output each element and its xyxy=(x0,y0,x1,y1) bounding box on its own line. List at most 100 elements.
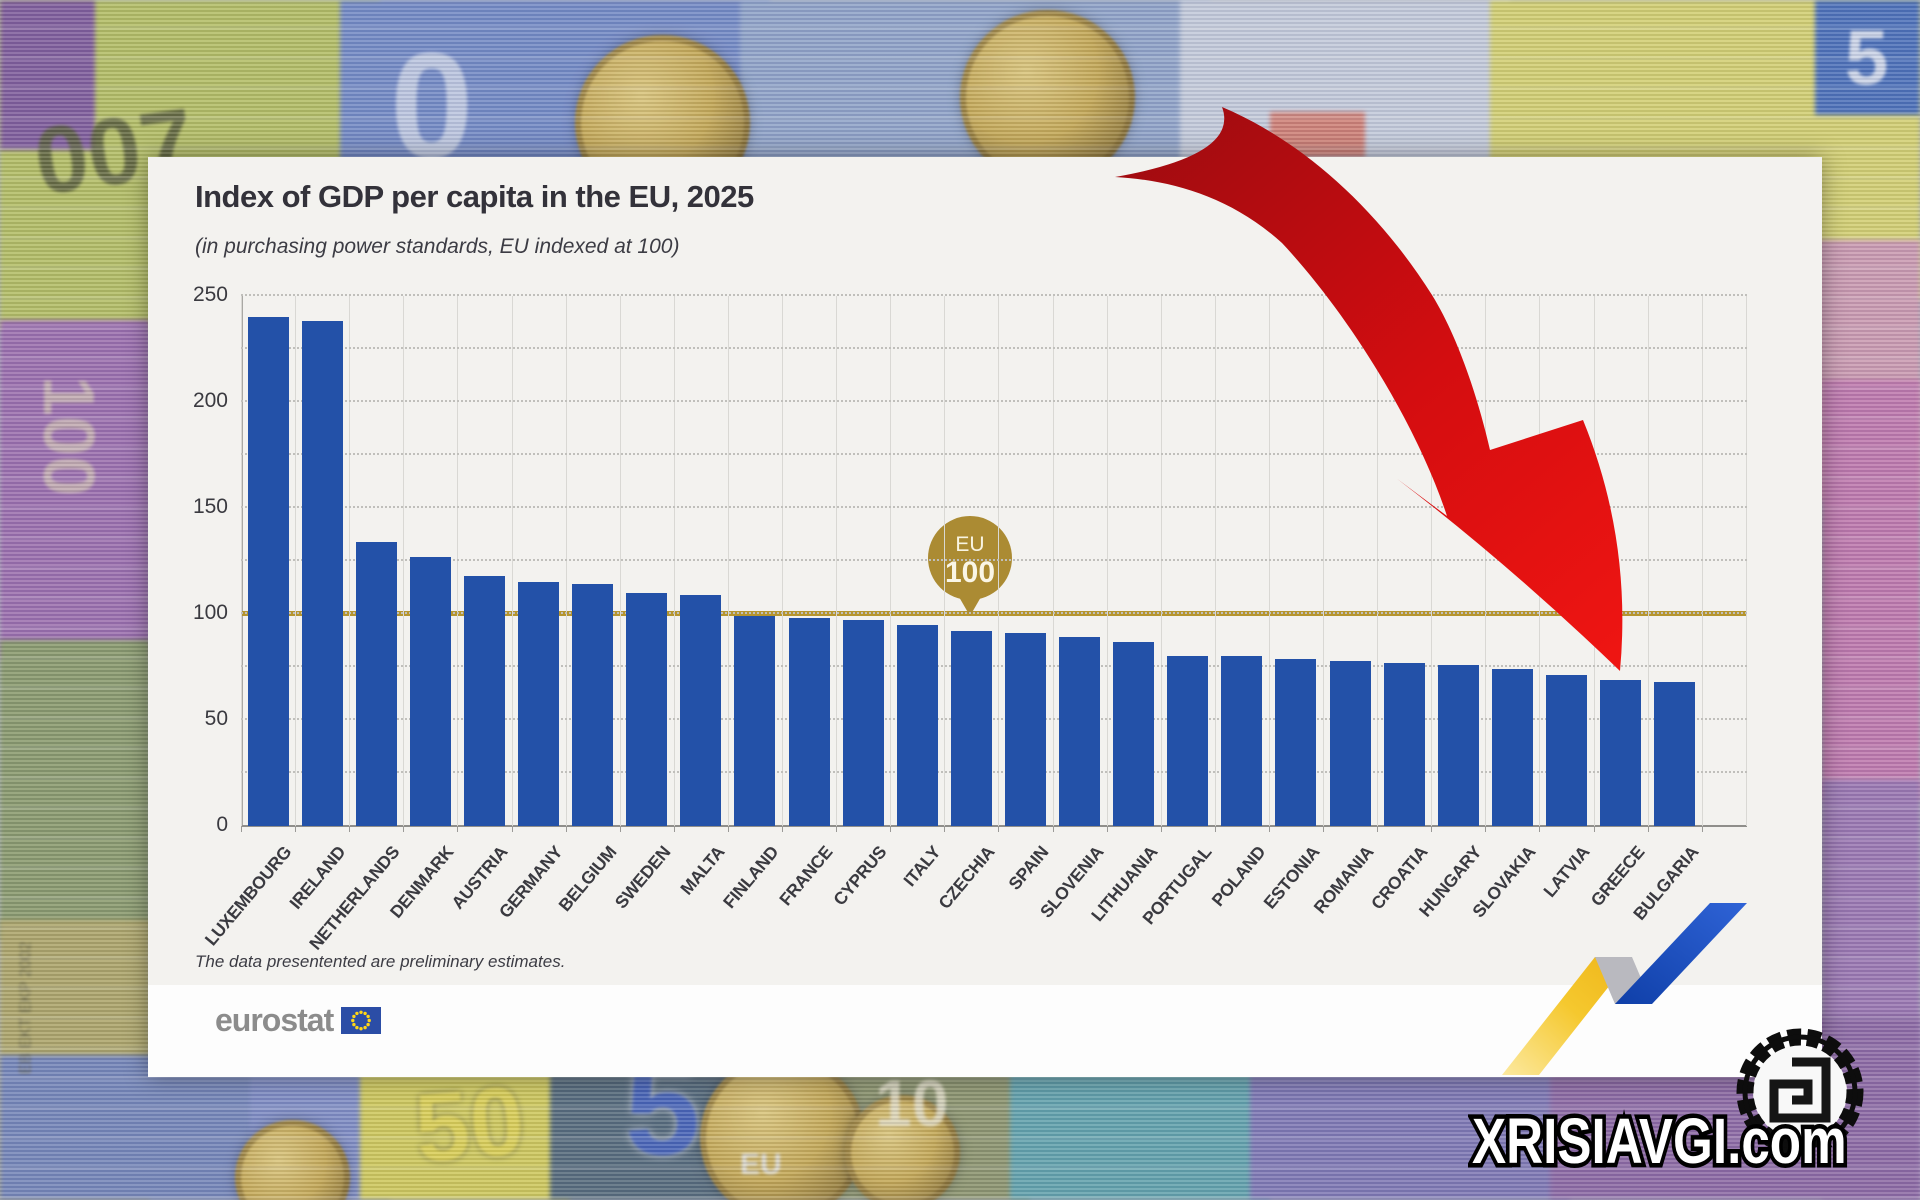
ribbon-yellow-band xyxy=(1502,957,1632,1075)
bar-cyprus xyxy=(842,620,884,826)
eu-flag-icon xyxy=(341,1007,382,1034)
plot-vertical-gridline xyxy=(1215,296,1216,826)
laurel-wreath-meander-icon xyxy=(1736,1028,1864,1156)
plot-vertical-gridline xyxy=(1107,296,1108,826)
x-axis-tick xyxy=(890,826,891,832)
x-axis-line xyxy=(241,825,1747,827)
plot-vertical-gridline xyxy=(1161,296,1162,826)
bar-lithuania xyxy=(1113,641,1155,826)
y-axis-tick-label: 250 xyxy=(192,283,228,306)
banknote-numeral: 10 xyxy=(875,1066,949,1140)
y-axis-tick-label: 50 xyxy=(204,707,228,730)
plot-vertical-gridline xyxy=(457,296,458,826)
bar-poland xyxy=(1221,656,1263,826)
plot-horizontal-gridline xyxy=(241,612,1747,614)
banknote-patch-olive-left xyxy=(0,640,150,940)
x-axis-tick xyxy=(1269,826,1270,832)
banknote-numeral: 0 xyxy=(390,21,474,189)
plot-right-border xyxy=(1746,296,1747,826)
ribbon-blue-band xyxy=(1615,903,1747,1004)
plot-horizontal-gridline xyxy=(241,400,1747,402)
watermark-text: XRISIAVGI.com xyxy=(1468,1101,1850,1182)
x-axis-tick xyxy=(1323,826,1324,832)
bar-finland xyxy=(734,616,776,826)
plot-horizontal-gridline xyxy=(241,347,1747,349)
plot-vertical-gridline xyxy=(1539,296,1540,826)
plot-horizontal-gridline xyxy=(241,665,1747,667)
plot-vertical-gridline xyxy=(1594,296,1595,826)
chart-subtitle: (in purchasing power standards, EU index… xyxy=(195,235,680,258)
x-axis-tick xyxy=(1053,826,1054,832)
x-axis-tick xyxy=(1431,826,1432,832)
euro-coin-icon xyxy=(700,1055,865,1200)
plot-vertical-gridline xyxy=(1648,296,1649,826)
plot-vertical-gridline xyxy=(349,296,350,826)
plot-vertical-gridline xyxy=(728,296,729,826)
y-axis-tick-label: 150 xyxy=(192,495,228,518)
y-axis-tick-label: 100 xyxy=(192,601,228,624)
bar-slovenia xyxy=(1059,637,1101,826)
bar-chart-plot: EU 100 LUXEMBOURG IRELAND NETHERLANDS DENMA… xyxy=(201,294,1747,954)
x-axis-tick xyxy=(674,826,675,832)
y-axis-tick-label: 200 xyxy=(192,389,228,412)
banknote-patch-blue-corner xyxy=(1815,0,1920,115)
plot-vertical-gridline xyxy=(512,296,513,826)
plot-horizontal-gridline xyxy=(241,294,1747,296)
x-axis-tick xyxy=(512,826,513,832)
bar-greece xyxy=(1600,679,1642,826)
x-axis-tick xyxy=(1485,826,1486,832)
chart-footnote: The data presentented are preliminary es… xyxy=(195,952,566,971)
plot-vertical-gridline xyxy=(944,296,945,826)
plot-vertical-gridline xyxy=(241,296,242,826)
plot-vertical-gridline xyxy=(890,296,891,826)
bar-slovakia xyxy=(1491,669,1533,826)
plot-vertical-gridline xyxy=(1702,296,1703,826)
plot-vertical-gridline xyxy=(403,296,404,826)
x-axis-tick xyxy=(1377,826,1378,832)
banknote-patch-magenta-strip xyxy=(1822,380,1920,800)
banknote-numeral: 100 xyxy=(28,375,109,497)
eu-100-badge-line1: EU xyxy=(955,533,984,556)
x-axis-tick xyxy=(1594,826,1595,832)
banknote-patch-red-mark xyxy=(1270,112,1365,157)
banknote-microtext: EU xyxy=(740,1148,782,1181)
bar-czechia xyxy=(950,630,992,826)
bar-france xyxy=(788,618,830,826)
x-axis-tick xyxy=(944,826,945,832)
bar-romania xyxy=(1329,660,1371,826)
bar-bulgaria xyxy=(1654,681,1696,826)
x-axis-tick xyxy=(566,826,567,832)
plot-horizontal-gridline xyxy=(241,771,1747,773)
plot-horizontal-gridline xyxy=(241,453,1747,455)
chart-title: Index of GDP per capita in the EU, 2025 xyxy=(195,179,754,214)
plot-vertical-gridline xyxy=(566,296,567,826)
bar-netherlands xyxy=(355,541,397,826)
x-axis-tick xyxy=(1107,826,1108,832)
plot-vertical-gridline xyxy=(836,296,837,826)
plot-vertical-gridline xyxy=(998,296,999,826)
bar-germany xyxy=(518,582,560,826)
bar-belgium xyxy=(572,584,614,826)
x-axis-tick xyxy=(1161,826,1162,832)
plot-vertical-gridline xyxy=(620,296,621,826)
x-axis-tick xyxy=(1648,826,1649,832)
plot-vertical-gridline xyxy=(1053,296,1054,826)
plot-vertical-gridline xyxy=(295,296,296,826)
x-axis-tick xyxy=(457,826,458,832)
y-axis: 0 50 100 150 200 250 xyxy=(161,283,228,836)
x-axis-tick xyxy=(295,826,296,832)
banknote-numeral: 50 xyxy=(410,1064,529,1184)
x-axis-tick xyxy=(1539,826,1540,832)
plot-vertical-gridline xyxy=(674,296,675,826)
plot-vertical-gridline xyxy=(1377,296,1378,826)
eu-100-badge-line2: 100 xyxy=(945,556,995,589)
bar-denmark xyxy=(409,556,451,826)
bar-estonia xyxy=(1275,658,1317,826)
plot-vertical-gridline xyxy=(782,296,783,826)
plot-vertical-gridline xyxy=(1485,296,1486,826)
bar-luxembourg xyxy=(247,317,289,826)
x-axis-tick xyxy=(241,826,242,832)
eurostat-ribbon-decoration xyxy=(1502,903,1747,1075)
banknote-patch-purple-edge xyxy=(0,0,95,150)
